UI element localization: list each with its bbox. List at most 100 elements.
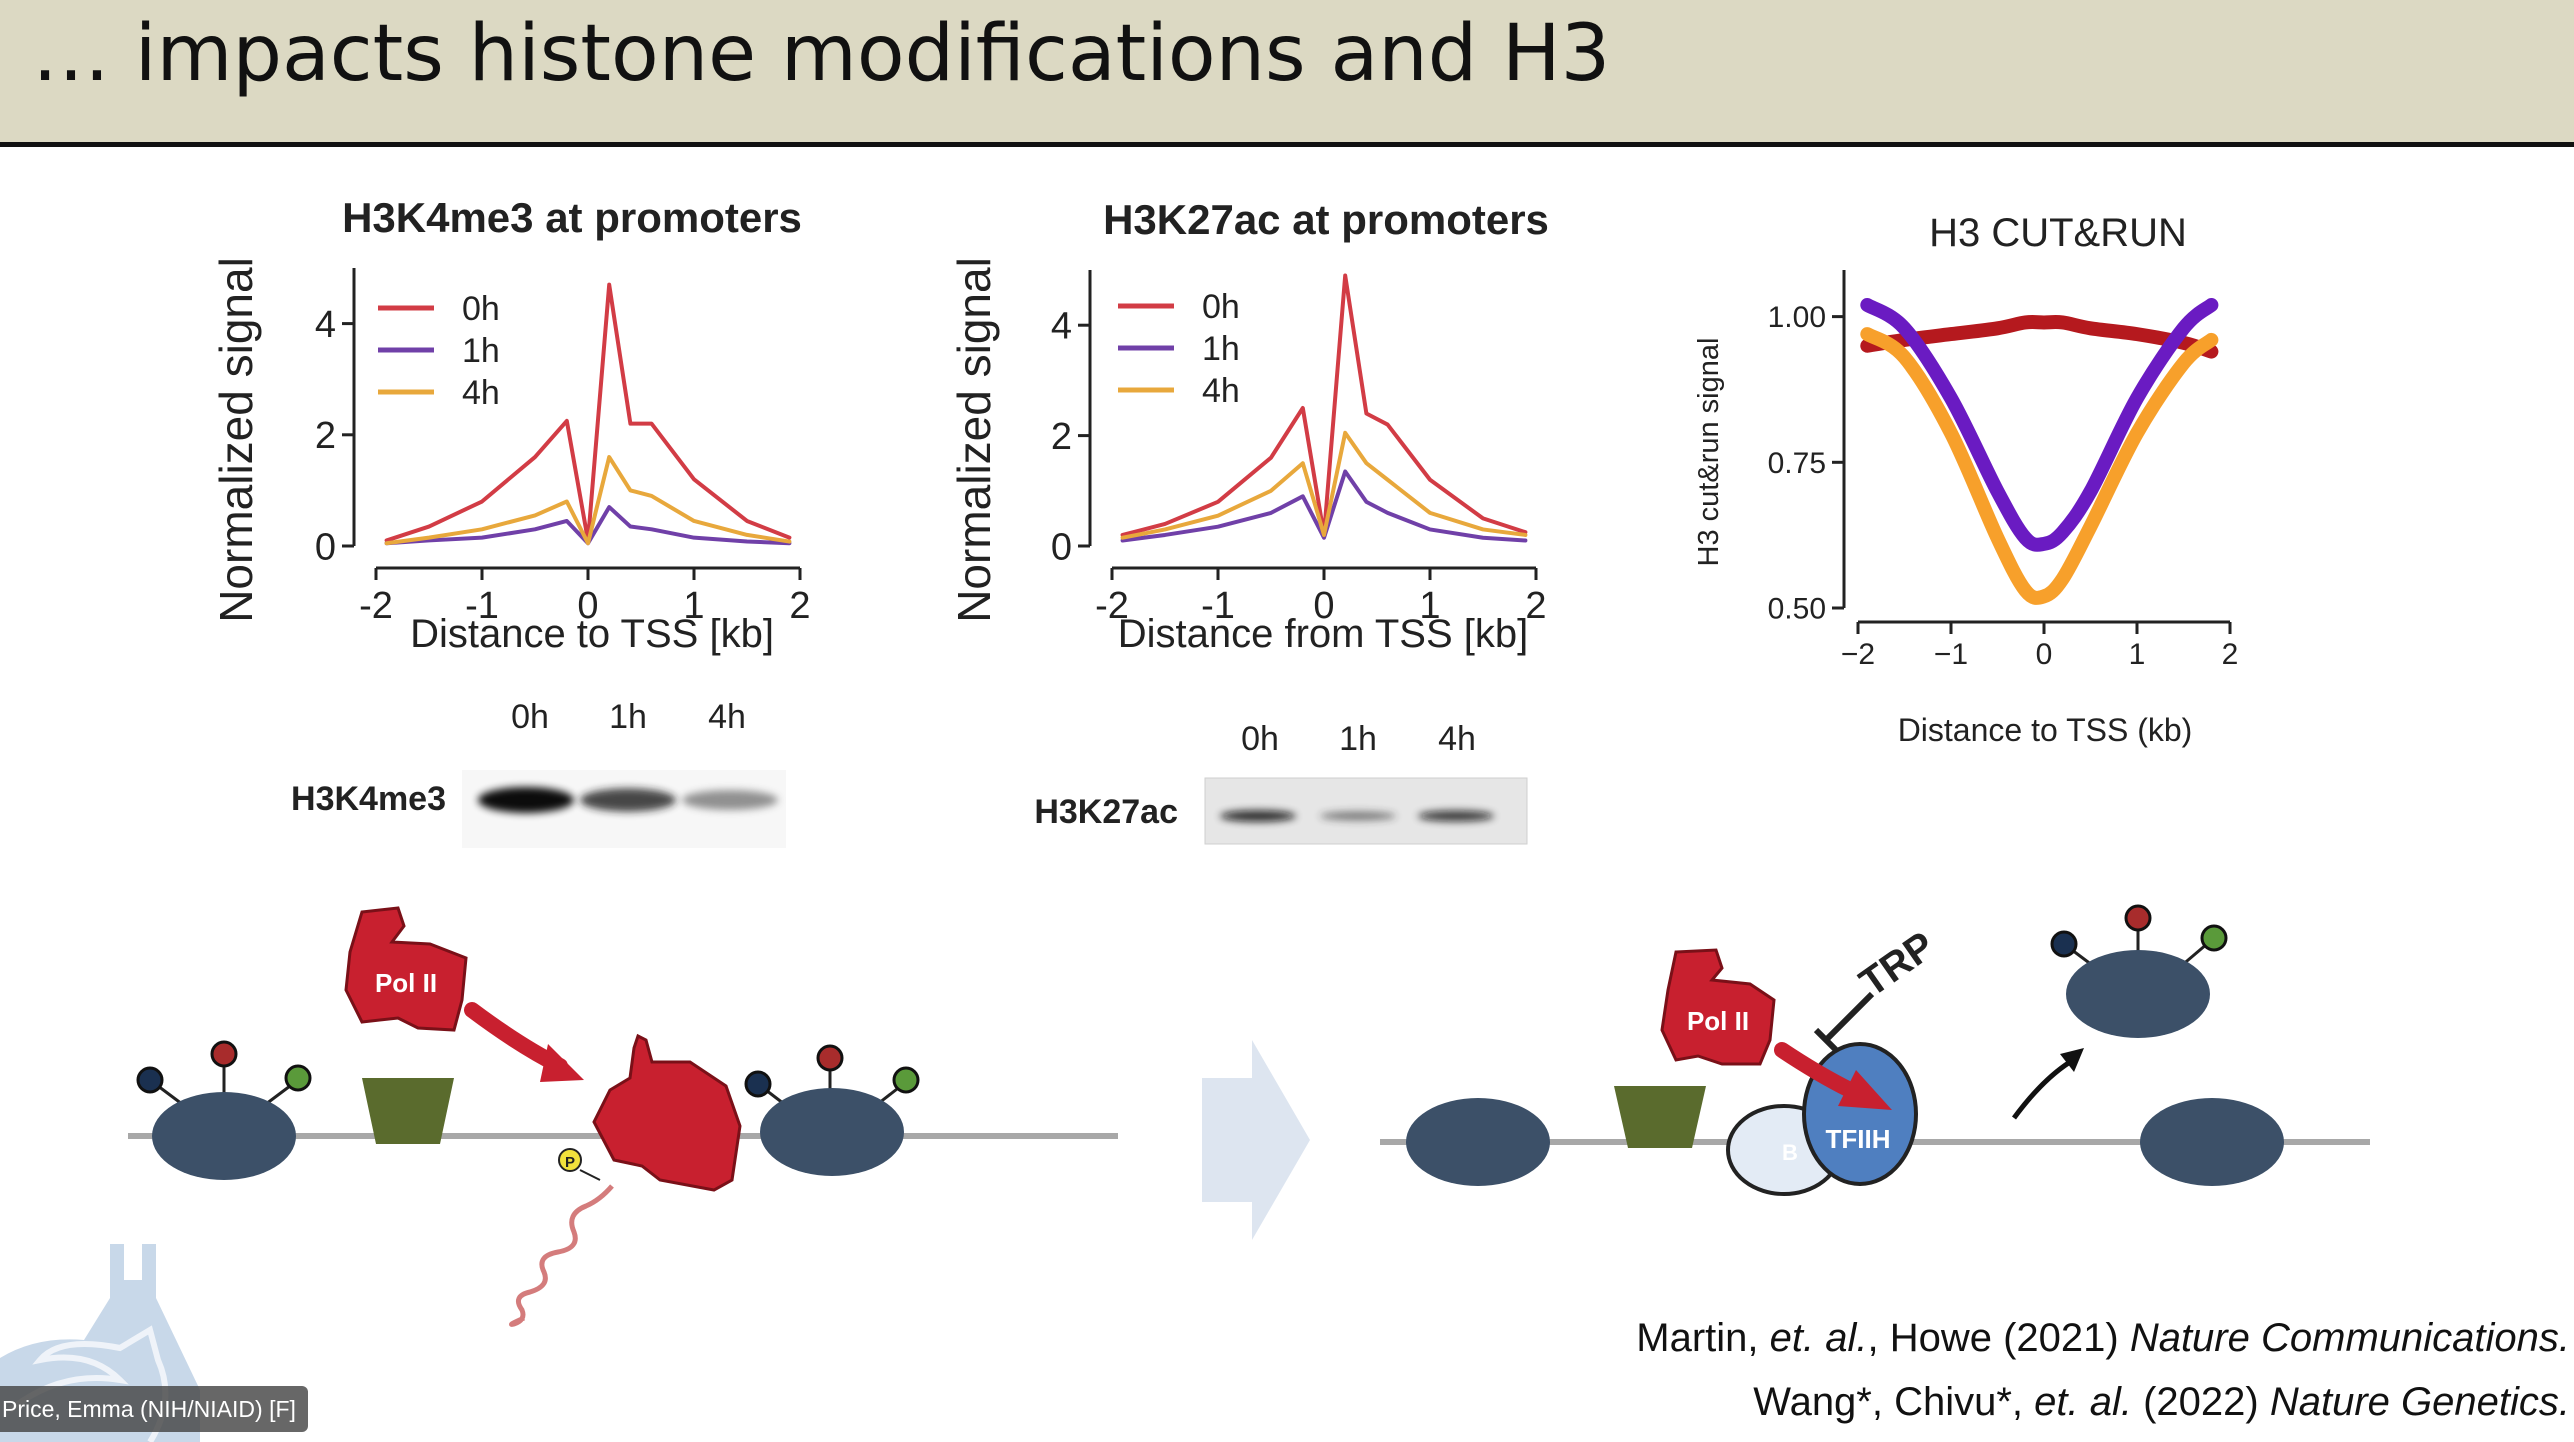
series-line-1h [384,505,792,546]
y-tick-label: 0 [1051,526,1072,568]
x-tick-label: −2 [1841,638,1875,671]
blot-band-1h [580,788,676,812]
x-tick-label: 2 [1525,585,1546,627]
nucleosome-left-2 [744,1044,920,1176]
blot1-lane-4h: 4h [708,698,746,736]
x-tick-label: −1 [1934,638,1968,671]
pol2-label-left: Pol II [375,968,437,998]
title-bar [0,0,2574,142]
y-tick-label: 4 [1051,306,1072,348]
chart2-ylabel: Normalized signal [948,257,1000,623]
rna-tail-icon [509,1184,614,1327]
blot2-label: H3K27ac [1034,793,1178,831]
nucleosome-evicted [2050,904,2228,1038]
pol2-release-arrow-icon [1774,1042,1858,1098]
chart2-title: H3K27ac at promoters [1103,196,1549,243]
factor-b-label: B [1782,1140,1798,1165]
series-line-1 [1860,297,2219,552]
y-tick-label: 2 [315,415,336,457]
x-tick-label: -1 [1201,585,1235,627]
series-line-0h [1120,273,1528,537]
trp-label: TRP [1852,923,1943,1005]
phospho-icon [558,1148,582,1172]
blot-band-0h [1220,810,1296,822]
nucleosome-right-1 [1406,1098,1550,1186]
y-tick-label: 4 [315,304,336,346]
x-tick-label: -2 [359,585,393,627]
chart-h3-cutrun: H3 CUT&RUN H3 cut&run signal Distance to… [1693,211,2238,748]
slide-title: … impacts histone modifications and H3 [32,9,1611,99]
y-tick-label: 0.50 [1768,593,1826,626]
pol2-complex-right: Pol II [1660,948,1892,1110]
blot-band-4h [682,790,778,810]
blot1-lane-0h: 0h [511,698,549,736]
series-line-0 [1860,315,2219,359]
blot1-lane-1h: 1h [609,698,647,736]
eviction-arrow-icon [2011,1059,2072,1120]
histone-mark-blue-icon [2050,930,2078,958]
x-tick-label: 0 [2036,638,2053,671]
chart2-xlabel: Distance from TSS [kb] [1118,612,1529,656]
x-tick-label: 1 [2129,638,2146,671]
tata-box-right [1614,1086,1706,1148]
participant-name-tag: Price, Emma (NIH/NIAID) [F] [0,1386,308,1432]
histone-mark-green-icon [2200,924,2228,952]
legend-label: 4h [1202,372,1240,410]
diagram-before: Pol II P [128,906,1118,1327]
nucleosome-left-1 [136,1040,312,1180]
phospho-label: P [565,1154,575,1171]
legend-label: 1h [462,332,500,370]
histone-mark-red-icon [816,1044,844,1072]
histone-mark-red-icon [2124,904,2152,932]
chart3-title: H3 CUT&RUN [1929,211,2187,255]
y-tick-label: 0.75 [1768,447,1826,480]
chart-h3k4me3: H3K4me3 at promoters Normalized signal D… [210,194,811,656]
x-tick-label: -1 [465,585,499,627]
series-line-0h [384,282,792,543]
chart3-ylabel: H3 cut&run signal [1693,338,1725,567]
pol2-blob-elongating-icon [592,1033,742,1192]
legend-label: 0h [1202,288,1240,326]
x-tick-label: 1 [1419,585,1440,627]
pol2-complex-left: Pol II P [344,906,742,1327]
chart3-xlabel: Distance to TSS (kb) [1898,712,2193,748]
tata-box-left [362,1078,454,1144]
y-tick-label: 2 [1051,416,1072,458]
pol2-blob-left-icon [344,906,468,1032]
y-tick-label: 0 [315,526,336,568]
histone-mark-green-icon [892,1066,920,1094]
nucleosome-right-2 [2140,1098,2284,1186]
x-tick-label: 2 [789,585,810,627]
citation-1: Martin, et. al., Howe (2021) Nature Comm… [1636,1316,2570,1360]
legend-label: 4h [462,374,500,412]
x-tick-label: 1 [683,585,704,627]
blot-band-4h [1418,810,1494,822]
blot-h3k27ac: 0h 1h 4h H3K27ac [1034,720,1528,845]
x-tick-label: -2 [1095,585,1129,627]
histone-mark-red-icon [210,1040,238,1068]
blot2-lane-4h: 4h [1438,720,1476,758]
blot1-label: H3K4me3 [291,780,446,818]
trp-inhibition-icon [1823,991,1875,1043]
blot-band-1h [1320,811,1396,821]
series-line-4h [1120,430,1528,540]
histone-mark-blue-icon [136,1066,164,1094]
blot-h3k4me3: 0h 1h 4h H3K4me3 [291,698,786,848]
tfiih-label: TFIIH [1826,1124,1891,1154]
chart-h3k27ac: H3K27ac at promoters Normalized signal D… [948,196,1549,656]
series-line-4h [384,455,792,546]
title-rule [0,142,2574,147]
x-tick-label: 0 [577,585,598,627]
diagram-after: B TFIIH Pol II TRP [1380,904,2370,1196]
chart1-xlabel: Distance to TSS [kb] [410,612,774,656]
blot2-lane-1h: 1h [1339,720,1377,758]
x-tick-label: 2 [2222,638,2239,671]
x-tick-label: 0 [1313,585,1334,627]
blot-band-0h [478,787,574,813]
legend-label: 0h [462,290,500,328]
pol2-blob-right-icon [1660,948,1776,1066]
histone-mark-blue-icon [744,1070,772,1098]
legend-label: 1h [1202,330,1240,368]
y-tick-label: 1.00 [1768,301,1826,334]
chart1-ylabel: Normalized signal [210,257,262,623]
